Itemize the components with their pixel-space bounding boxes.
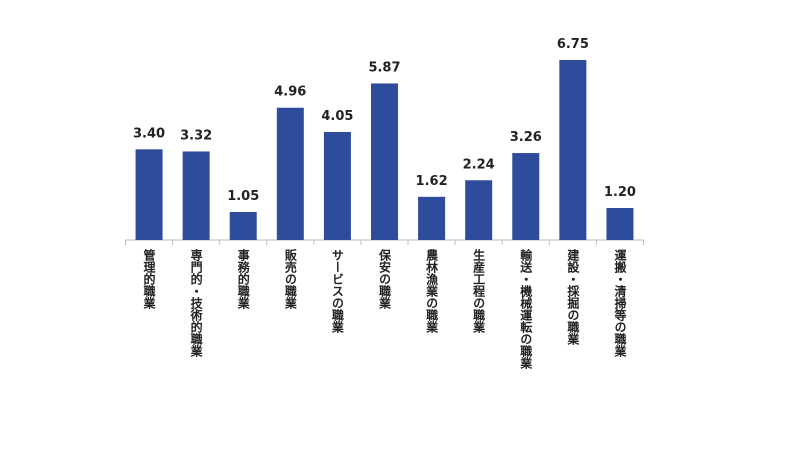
x-tick-label: 建設・採掘の職業: [566, 248, 580, 346]
bar: [465, 180, 493, 240]
x-tick-label: 保安の職業: [378, 248, 392, 310]
bar: [418, 196, 446, 240]
value-label: 1.62: [416, 174, 448, 189]
bar: [135, 149, 163, 240]
value-label: 1.05: [227, 189, 259, 204]
bar: [371, 83, 398, 240]
x-tick-label: 販売の職業: [283, 248, 297, 310]
value-label: 1.20: [604, 185, 636, 200]
value-label: 4.96: [274, 85, 306, 100]
value-label: 2.24: [463, 157, 495, 172]
bar: [276, 107, 304, 240]
x-tick-label: 専門的・技術的職業: [189, 248, 203, 358]
value-label: 4.05: [321, 109, 353, 124]
x-tick-label: サービスの職業: [330, 249, 344, 334]
x-tick-label: 輸送・機械運転の職業: [519, 248, 533, 370]
value-label: 6.75: [557, 37, 589, 52]
value-label: 3.40: [133, 126, 165, 141]
x-tick-label: 事務的職業: [236, 248, 250, 310]
bar: [229, 212, 257, 240]
value-label: 5.87: [368, 60, 400, 75]
bar: [182, 151, 210, 240]
x-tick-label: 農林漁業の職業: [425, 248, 439, 334]
value-label: 3.32: [180, 128, 212, 143]
bar: [512, 153, 540, 240]
value-label: 3.26: [510, 130, 542, 145]
x-tick-label: 管理的職業: [142, 248, 156, 310]
bar: [323, 132, 351, 240]
bar: [559, 60, 587, 240]
bar: [606, 208, 634, 240]
x-tick-label: 生産工程の職業: [472, 248, 486, 334]
x-tick-label: 運搬・清掃等の職業: [613, 249, 627, 358]
